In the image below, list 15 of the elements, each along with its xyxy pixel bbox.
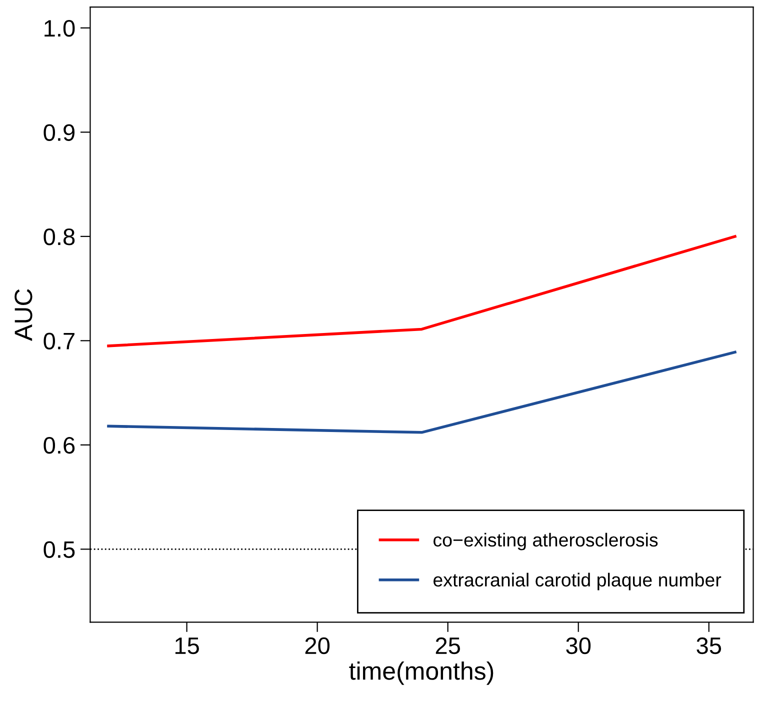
x-tick-label: 15 [175, 638, 199, 654]
y-tick-label: 0.9 [44, 124, 75, 141]
y-tick-label: 0.6 [44, 437, 75, 454]
y-tick-label: 0.5 [44, 541, 75, 558]
y-axis-title: AUC [14, 289, 32, 341]
legend-label: extracranial carotid plaque number [434, 572, 722, 590]
x-tick-label: 30 [566, 637, 591, 654]
y-tick-label: 0.8 [44, 228, 75, 246]
x-tick-label: 20 [305, 637, 330, 654]
y-tick-label: 1.0 [44, 20, 75, 37]
legend-label: co−existing atherosclerosis [434, 532, 658, 550]
x-tick-label: 35 [696, 637, 722, 654]
x-axis-title: time(months) [349, 662, 494, 685]
x-tick-label: 25 [436, 637, 460, 654]
y-tick-label: 0.7 [44, 332, 74, 350]
